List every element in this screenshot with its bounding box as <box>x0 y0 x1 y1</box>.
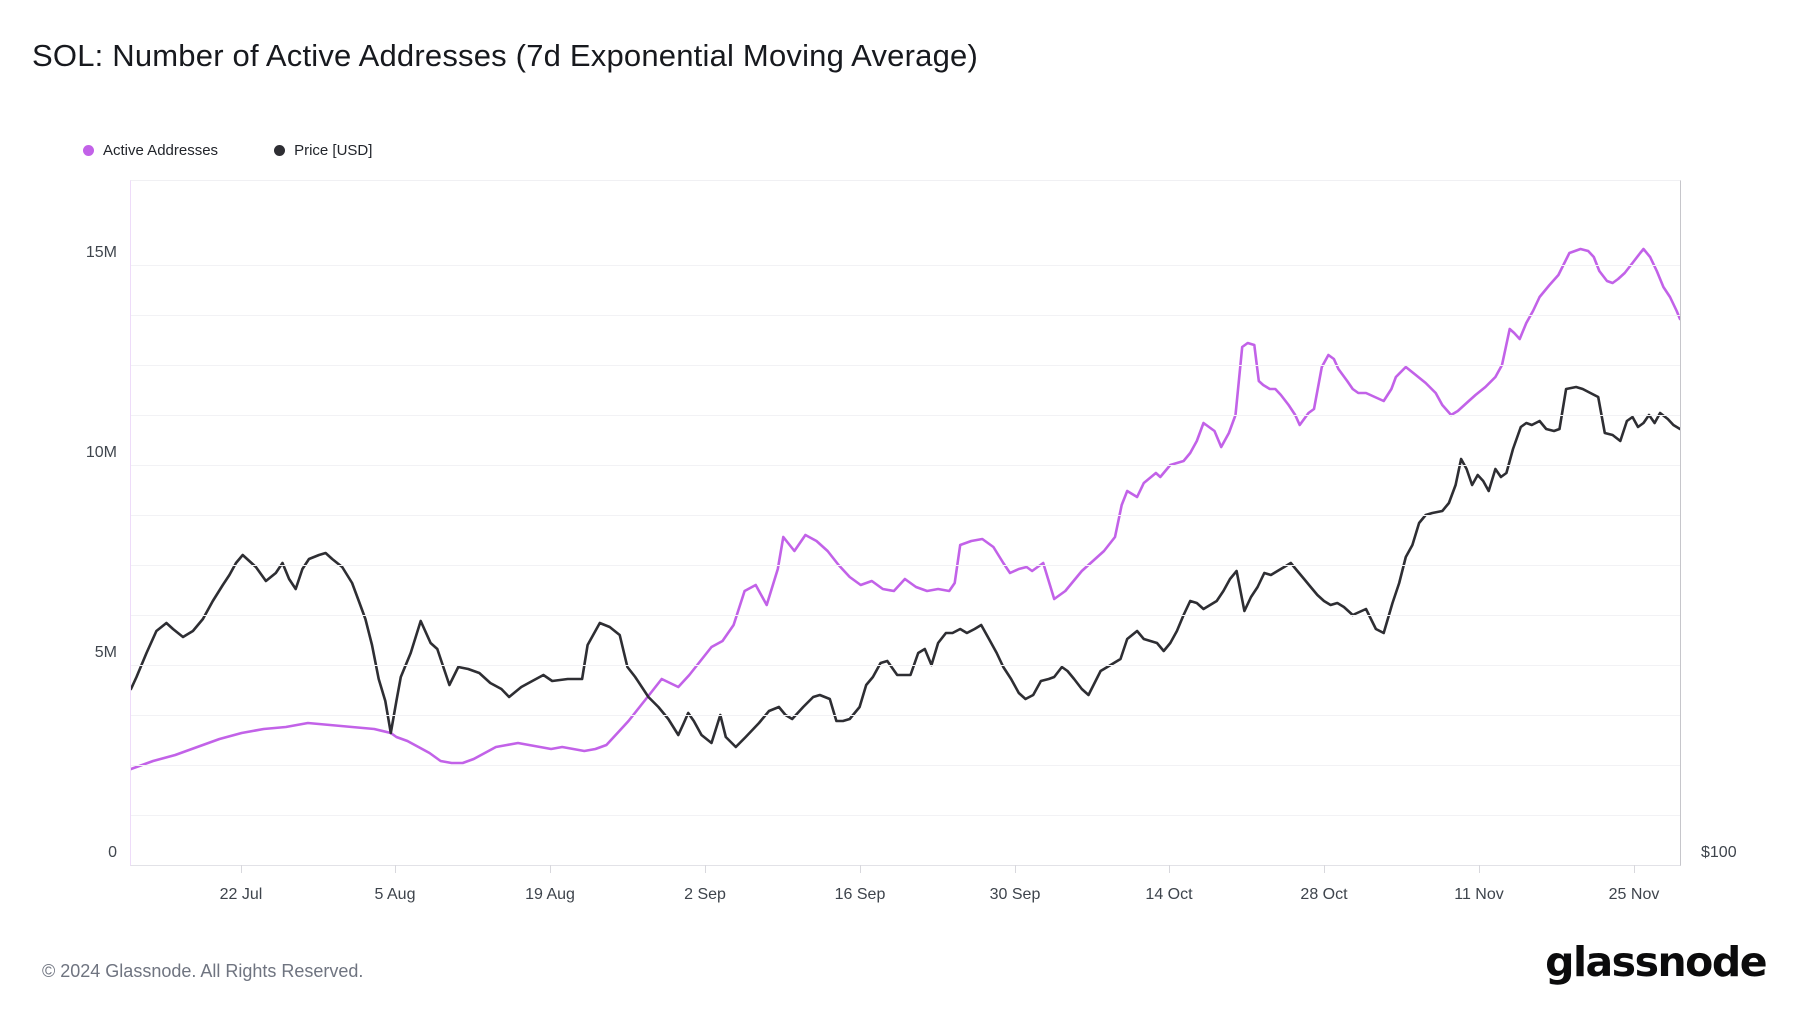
y-axis-labels: 15M 10M 5M 0 <box>0 180 117 864</box>
x-axis-tick-mark <box>1015 865 1016 873</box>
gridline <box>131 315 1680 316</box>
x-axis-tick-label: 19 Aug <box>525 886 575 903</box>
gridline <box>131 565 1680 566</box>
x-axis-tick-label: 22 Jul <box>219 886 263 903</box>
gridline <box>131 665 1680 666</box>
x-axis-tick-label: 25 Nov <box>1608 886 1660 903</box>
gridline <box>131 365 1680 366</box>
legend-label: Price [USD] <box>294 142 373 159</box>
x-axis-tick-mark <box>1324 865 1325 873</box>
x-axis-tick-mark <box>860 865 861 873</box>
x-axis-tick-mark <box>395 865 396 873</box>
x-axis-tick-mark <box>550 865 551 873</box>
gridline <box>131 765 1680 766</box>
x-axis-tick-mark <box>1634 865 1635 873</box>
page-title: SOL: Number of Active Addresses (7d Expo… <box>32 38 978 73</box>
y-axis-tick-label: 5M <box>94 644 117 661</box>
legend-label: Active Addresses <box>103 142 219 159</box>
gridline <box>131 515 1680 516</box>
series-line-price-usd- <box>131 385 1680 749</box>
gridline <box>131 815 1680 816</box>
chart-legend: Active Addresses Price [USD] <box>83 142 372 159</box>
x-axis-tick-mark <box>1169 865 1170 873</box>
x-axis-tick-label: 30 Sep <box>989 886 1041 903</box>
gridline <box>131 415 1680 416</box>
legend-item-price-usd[interactable]: Price [USD] <box>274 142 372 159</box>
chart-plot-area[interactable] <box>130 180 1681 866</box>
x-axis-tick-mark <box>705 865 706 873</box>
legend-item-active-addresses[interactable]: Active Addresses <box>83 142 218 159</box>
line-chart <box>131 247 1680 771</box>
right-axis-price-label: $100 <box>1701 844 1737 861</box>
x-axis-tick-label: 16 Sep <box>834 886 886 903</box>
x-axis-tick-label: 5 Aug <box>374 886 416 903</box>
gridline <box>131 615 1680 616</box>
glassnode-logo[interactable]: glassnode <box>1545 938 1767 986</box>
copyright-text: © 2024 Glassnode. All Rights Reserved. <box>42 961 364 981</box>
x-axis-tick-label: 14 Oct <box>1145 886 1193 903</box>
x-axis-tick-mark <box>1479 865 1480 873</box>
legend-dot-icon <box>274 145 286 156</box>
x-axis-tick-label: 28 Oct <box>1300 886 1348 903</box>
x-axis-tick-mark <box>241 865 242 873</box>
gridline <box>131 715 1680 716</box>
x-axis-tick-label: 2 Sep <box>684 886 726 903</box>
gridline <box>131 465 1680 466</box>
legend-dot-icon <box>83 145 94 156</box>
series-line-active-addresses <box>131 247 1680 771</box>
y-axis-tick-label: 10M <box>85 444 117 461</box>
gridline <box>131 265 1680 266</box>
x-axis-tick-label: 11 Nov <box>1454 886 1504 903</box>
y-axis-tick-label: 0 <box>108 844 117 861</box>
x-axis: 22 Jul 5 Aug 19 Aug 2 Sep 16 Sep 30 Sep 14 Oct… <box>130 864 1679 924</box>
y-axis-tick-label: 15M <box>85 244 117 261</box>
